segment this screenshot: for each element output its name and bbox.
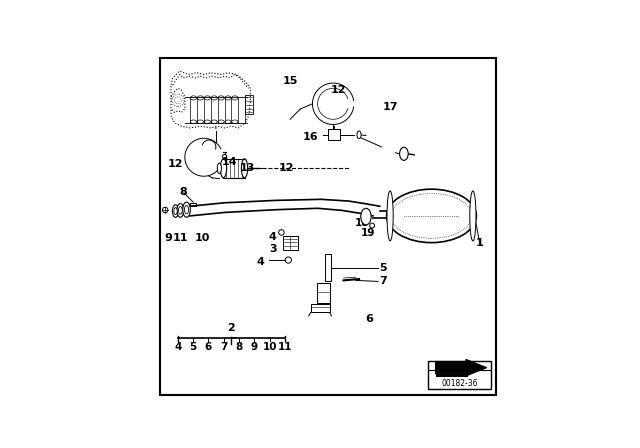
Ellipse shape [211,96,217,100]
Text: 10: 10 [262,342,277,352]
Text: 7: 7 [380,276,387,286]
Ellipse shape [179,207,182,214]
Bar [190,203,196,206]
Ellipse shape [232,96,238,100]
Text: 2: 2 [228,323,236,333]
Text: 19: 19 [360,228,375,238]
Text: 12: 12 [331,85,346,95]
Ellipse shape [218,120,224,124]
Bar [328,129,340,140]
Text: 9: 9 [251,342,258,352]
Bar [283,236,298,250]
Circle shape [278,230,284,235]
Ellipse shape [190,96,196,100]
Ellipse shape [399,147,408,160]
Ellipse shape [470,191,476,241]
Ellipse shape [174,207,177,215]
Bar [311,304,330,313]
Ellipse shape [225,120,231,124]
Ellipse shape [220,159,227,178]
Text: 15: 15 [282,76,298,86]
Text: 4: 4 [257,258,265,267]
Text: 5: 5 [380,263,387,273]
Ellipse shape [218,96,224,100]
Circle shape [163,207,168,213]
Text: 8: 8 [179,187,187,197]
Ellipse shape [387,191,393,241]
Circle shape [285,257,291,263]
Ellipse shape [183,202,190,217]
Ellipse shape [225,96,231,100]
Text: 13: 13 [239,163,255,172]
Ellipse shape [387,189,476,243]
Ellipse shape [241,159,248,178]
Ellipse shape [184,206,189,214]
Ellipse shape [361,208,371,225]
Text: 5: 5 [189,342,197,352]
Ellipse shape [197,120,204,124]
Bar [245,95,253,114]
Text: 1: 1 [476,238,484,249]
Text: 11: 11 [173,233,188,243]
Ellipse shape [177,203,184,217]
Circle shape [223,155,227,159]
Bar [428,361,491,389]
Text: 12: 12 [168,159,183,169]
Ellipse shape [211,120,217,124]
Text: 6: 6 [365,314,373,324]
Text: 18: 18 [355,218,370,228]
Text: 8: 8 [236,342,243,352]
Circle shape [175,97,181,104]
Text: 4: 4 [269,232,276,241]
Bar [324,254,332,281]
Ellipse shape [197,96,204,100]
Ellipse shape [232,120,238,124]
Text: 16: 16 [303,132,319,142]
Ellipse shape [190,120,196,124]
Bar [436,374,468,377]
Polygon shape [436,359,486,376]
Ellipse shape [391,194,472,238]
Ellipse shape [217,163,221,173]
Text: 3: 3 [269,244,276,254]
Text: 11: 11 [278,342,292,352]
Text: 10: 10 [195,233,210,243]
Text: 4: 4 [174,342,182,352]
Circle shape [370,223,374,228]
Circle shape [172,94,184,107]
Bar [317,283,330,303]
Ellipse shape [357,131,361,138]
Text: 6: 6 [205,342,212,352]
Text: 9: 9 [164,233,173,243]
Ellipse shape [172,205,179,217]
Text: 00182-36: 00182-36 [441,379,477,388]
Text: 14: 14 [222,157,237,168]
Text: 7: 7 [220,342,227,352]
Text: 12: 12 [279,163,294,172]
Ellipse shape [204,96,211,100]
Text: 17: 17 [382,102,398,112]
Ellipse shape [204,120,211,124]
